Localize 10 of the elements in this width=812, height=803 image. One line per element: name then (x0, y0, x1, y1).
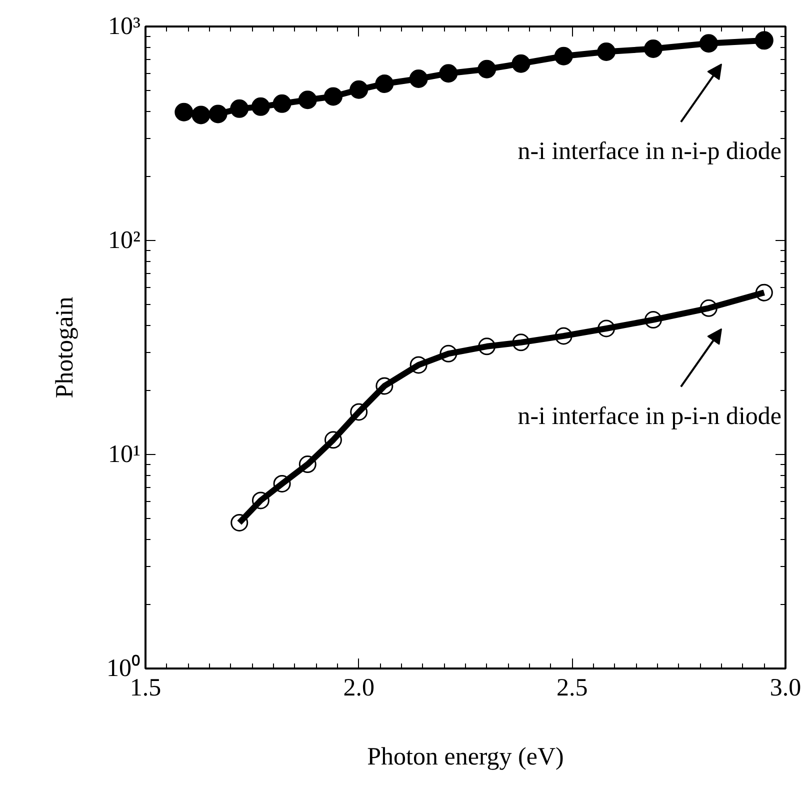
x-tick-label: 2.5 (556, 674, 588, 702)
y-tick-label: 10³ (108, 13, 142, 40)
annotation: n-i interface in n-i-p diode (518, 138, 782, 166)
annotation: n-i interface in p-i-n diode (518, 402, 782, 430)
x-tick-label: 2.0 (343, 674, 374, 702)
y-tick-label: 10² (108, 227, 141, 254)
x-tick-label: 3.0 (770, 674, 802, 702)
y-axis-title: Photogain (52, 296, 78, 398)
x-axis-title: Photon energy (eV) (367, 744, 564, 770)
y-tick-label: 10¹ (108, 441, 141, 468)
